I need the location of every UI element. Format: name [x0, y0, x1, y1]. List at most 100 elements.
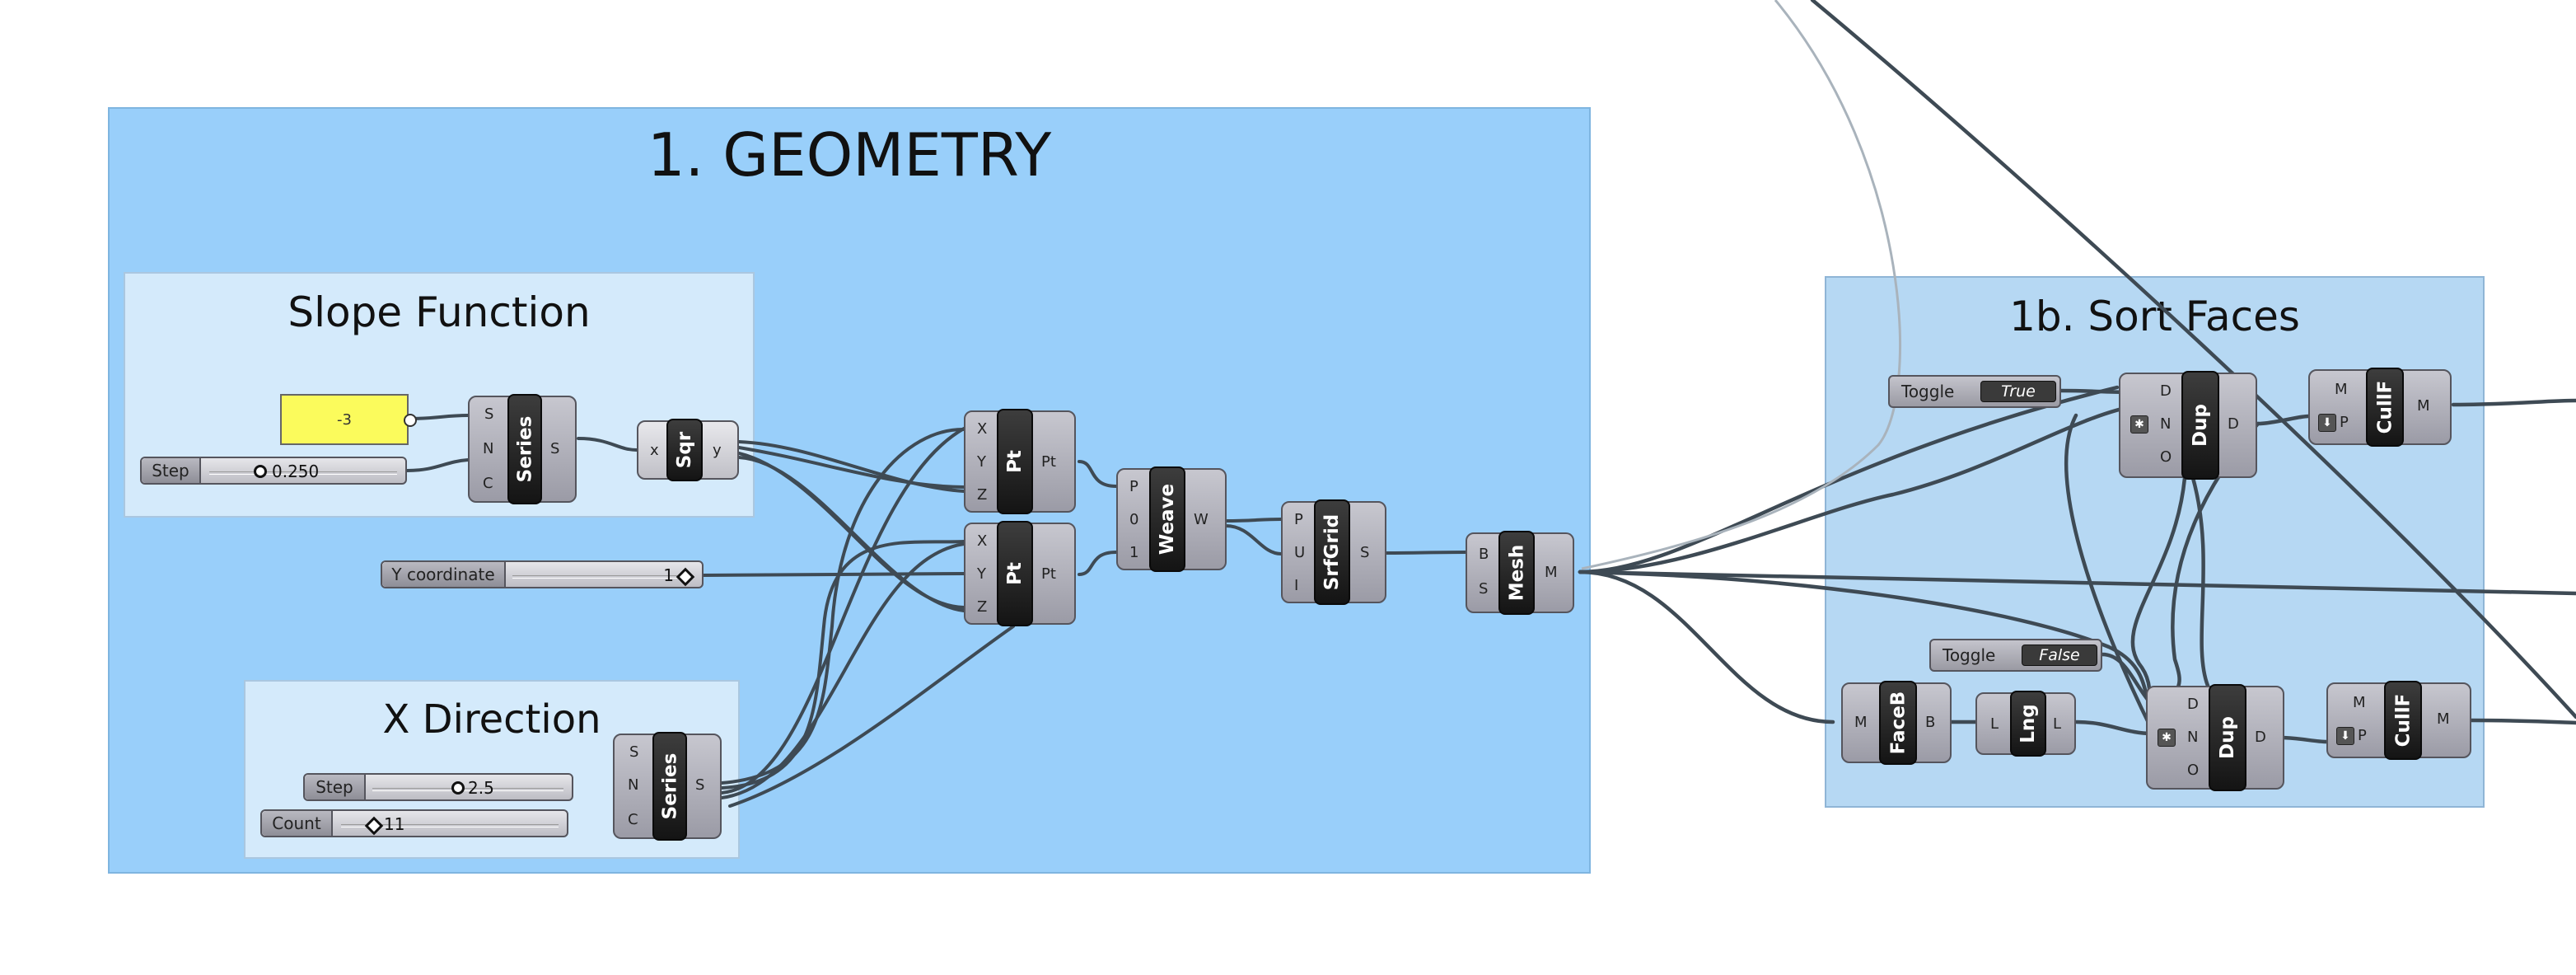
input-n: N — [628, 776, 639, 794]
down-arrow-icon: ⬇ — [2318, 414, 2336, 432]
duplicate-component[interactable]: D ✱ N O Dup D — [2146, 684, 2284, 791]
component-core[interactable]: Pt — [997, 521, 1033, 626]
slider-label: Step — [305, 775, 366, 799]
input-z: Z — [977, 598, 988, 616]
surface-grid-component[interactable]: P U I SrfGrid S — [1281, 499, 1386, 605]
slider-label: Count — [262, 811, 333, 836]
slider-track[interactable] — [341, 824, 559, 827]
input-y: Y — [977, 453, 986, 471]
input-o: O — [2187, 762, 2200, 779]
input-n: N — [2160, 415, 2172, 433]
toggle-label: Toggle — [1943, 645, 1996, 665]
input-p: P — [1294, 511, 1303, 528]
input-o: O — [2160, 448, 2172, 466]
y-coordinate-slider[interactable]: Y coordinate 1 — [381, 560, 704, 588]
weave-component[interactable]: P 0 1 Weave W — [1116, 466, 1227, 572]
slider-knob[interactable] — [254, 465, 267, 478]
input-l: L — [1990, 715, 1999, 733]
component-core[interactable]: Mesh — [1498, 531, 1535, 615]
series-component[interactable]: S N C Series S — [468, 394, 577, 504]
input-x: X — [977, 420, 988, 438]
input-n: N — [483, 440, 494, 457]
input-d: D — [2187, 696, 2199, 713]
input-s: S — [1479, 580, 1489, 598]
face-boundaries-component[interactable]: M FaceB B — [1841, 681, 1952, 765]
slider-value: 1 — [663, 565, 674, 585]
input-c: C — [628, 811, 638, 828]
output-d: D — [2255, 729, 2266, 746]
square-component[interactable]: x Sqr y — [637, 419, 739, 481]
component-core[interactable]: Dup — [2181, 371, 2219, 480]
point-component[interactable]: X Y Z Pt Pt — [964, 521, 1076, 626]
slider-track[interactable] — [372, 788, 563, 791]
list-length-component[interactable]: L Lng L — [1975, 691, 2076, 757]
component-core[interactable]: SrfGrid — [1314, 499, 1350, 605]
output-b: B — [1925, 714, 1936, 731]
step-slider[interactable]: Step 0.250 — [140, 457, 407, 485]
input-z: Z — [977, 486, 988, 504]
output-d: D — [2228, 415, 2239, 433]
output-pt: Pt — [1041, 453, 1056, 471]
component-core[interactable]: FaceB — [1879, 681, 1917, 765]
slider-value: 11 — [384, 814, 405, 834]
cull-faces-component[interactable]: M ⬇ P CullF M — [2326, 681, 2471, 760]
component-core[interactable]: CullF — [2384, 681, 2422, 760]
down-arrow-icon: ⬇ — [2336, 727, 2354, 745]
input-d: D — [2160, 382, 2172, 400]
input-m: M — [2353, 694, 2366, 711]
asterisk-icon: ✱ — [2130, 415, 2148, 434]
component-core[interactable]: CullF — [2366, 368, 2404, 447]
component-core[interactable]: Series — [507, 394, 542, 504]
diamond-icon[interactable] — [364, 816, 384, 836]
count-slider[interactable]: Count 11 — [260, 809, 568, 837]
slider-track[interactable] — [512, 575, 694, 579]
input-x: x — [650, 442, 659, 459]
toggle-value[interactable]: True — [1980, 381, 2056, 402]
input-n: N — [2187, 729, 2199, 746]
cull-faces-component[interactable]: M ⬇ P CullF M — [2308, 368, 2452, 447]
group-title-slope: Slope Function — [288, 288, 591, 336]
output-l: L — [2053, 715, 2062, 733]
output-pt: Pt — [1041, 565, 1056, 583]
panel-value: -3 — [337, 410, 352, 429]
diamond-icon[interactable] — [676, 567, 695, 587]
input-m: M — [1854, 714, 1868, 731]
slider-knob[interactable] — [451, 781, 465, 795]
component-core[interactable]: Pt — [997, 409, 1033, 514]
output-y: y — [713, 442, 722, 459]
duplicate-component[interactable]: D ✱ N O Dup D — [2119, 371, 2257, 480]
input-s: S — [484, 405, 494, 423]
asterisk-icon: ✱ — [2158, 729, 2176, 747]
component-core[interactable]: Dup — [2209, 684, 2246, 791]
output-m: M — [1545, 564, 1558, 581]
input-p: P — [2340, 414, 2349, 431]
component-core[interactable]: Sqr — [666, 419, 703, 481]
slider-track[interactable] — [209, 471, 397, 475]
input-p: P — [1129, 478, 1138, 495]
output-w: W — [1194, 511, 1209, 528]
slider-value: 2.5 — [468, 778, 494, 798]
wire — [2469, 718, 2576, 725]
series-component[interactable]: S N C Series S — [613, 732, 722, 841]
toggle-value[interactable]: False — [2022, 645, 2097, 666]
output-s: S — [695, 776, 705, 794]
number-panel[interactable]: -3 — [280, 394, 409, 445]
output-m: M — [2437, 710, 2450, 728]
input-c: C — [483, 475, 493, 492]
panel-output-grip[interactable] — [404, 414, 417, 427]
slider-value: 0.250 — [272, 462, 320, 481]
input-y: Y — [977, 565, 986, 583]
toggle-true[interactable]: Toggle True — [1888, 375, 2061, 408]
step-slider-x[interactable]: Step 2.5 — [303, 773, 573, 801]
input-p: P — [2358, 727, 2367, 744]
mesh-component[interactable]: B S Mesh M — [1466, 531, 1574, 615]
input-0: 0 — [1129, 511, 1139, 528]
component-core[interactable]: Lng — [2010, 691, 2046, 757]
point-component[interactable]: X Y Z Pt Pt — [964, 409, 1076, 514]
component-core[interactable]: Weave — [1149, 466, 1185, 572]
slider-label: Step — [142, 458, 201, 483]
toggle-false[interactable]: Toggle False — [1929, 639, 2102, 672]
component-core[interactable]: Series — [652, 732, 687, 841]
output-s: S — [1360, 544, 1370, 561]
input-1: 1 — [1129, 544, 1139, 561]
